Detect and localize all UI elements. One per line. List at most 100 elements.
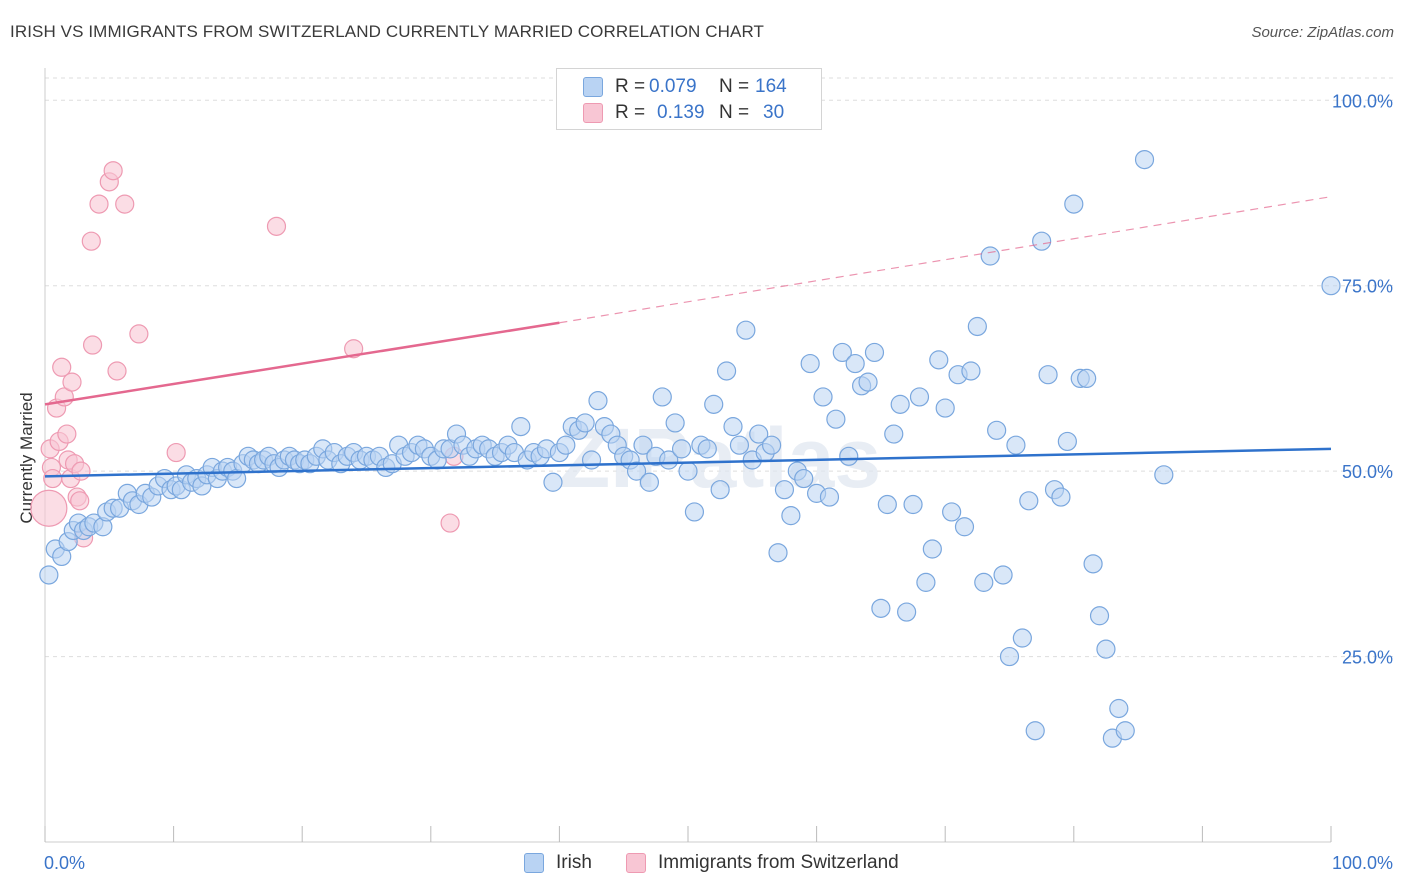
swiss-point (103, 161, 123, 181)
irish-point (974, 572, 994, 592)
irish-point (736, 320, 756, 340)
legend-swatch-swiss (583, 103, 603, 123)
irish-point (633, 435, 653, 455)
irish-point (749, 424, 769, 444)
legend-n-value: 164 (755, 76, 787, 97)
swiss-point (115, 194, 135, 214)
series-swatch-irish (524, 853, 544, 873)
irish-point (1006, 435, 1026, 455)
irish-point (723, 417, 743, 437)
swiss-trend-extension (559, 196, 1332, 324)
irish-point (864, 342, 885, 363)
irish-point (581, 450, 602, 470)
irish-point (39, 565, 59, 585)
correlation-legend: R = 0.079 N = 164 R = 0.139 N = 30 (556, 68, 822, 130)
y-tick-label: 25.0% (1342, 648, 1393, 668)
irish-point (967, 316, 987, 337)
irish-point (761, 435, 782, 455)
irish-point (1096, 639, 1116, 659)
chart-title: IRISH VS IMMIGRANTS FROM SWITZERLAND CUR… (10, 22, 764, 41)
legend-r-label: R = (615, 76, 646, 97)
irish-point (832, 342, 852, 363)
irish-point (929, 350, 949, 370)
irish-point (729, 435, 750, 455)
irish-point (697, 439, 717, 459)
irish-point (1032, 231, 1052, 251)
irish-point (1109, 698, 1129, 719)
tick-labels: 25.0% 50.0% 75.0% 100.0% 0.0% 100.0% (44, 91, 1393, 873)
irish-point (671, 439, 692, 459)
irish-point (684, 502, 705, 522)
series-label-irish: Irish (556, 852, 592, 873)
legend-r-value: 0.139 (657, 102, 705, 123)
irish-point (813, 387, 833, 407)
swiss-point (107, 361, 127, 381)
irish-point (659, 450, 679, 470)
irish-point (942, 502, 962, 522)
irish-point (575, 413, 595, 433)
irish-point (909, 387, 930, 407)
swiss-point (30, 489, 68, 527)
swiss-point (129, 324, 149, 344)
x-tick-label-max: 100.0% (1332, 853, 1393, 873)
irish-point (839, 446, 859, 466)
irish-point (935, 398, 955, 418)
irish-point (871, 598, 891, 618)
irish-point (556, 435, 576, 455)
series-legend-swiss: Immigrants from Switzerland (626, 852, 899, 874)
y-tick-label: 100.0% (1332, 91, 1393, 111)
irish-point (716, 361, 737, 381)
irish-point (794, 468, 814, 489)
irish-point (819, 487, 840, 507)
series-legend-irish: Irish (524, 852, 592, 874)
irish-point (1064, 194, 1084, 214)
swiss-point (266, 216, 287, 236)
irish-point (845, 353, 865, 374)
irish-point (1083, 554, 1103, 574)
source-label: Source: ZipAtlas.com (1251, 24, 1394, 41)
swiss-trend-line (44, 321, 560, 406)
legend-n-label: N = (719, 102, 750, 123)
irish-point (1025, 721, 1045, 741)
swiss-series (30, 161, 464, 548)
swiss-point (89, 194, 109, 214)
swiss-point (344, 339, 364, 359)
y-tick-label: 75.0% (1342, 277, 1393, 297)
irish-point (903, 494, 923, 515)
irish-point (665, 413, 685, 433)
legend-swatch-irish (583, 77, 603, 97)
swiss-point (57, 424, 77, 444)
irish-point (897, 602, 917, 622)
irish-series (39, 149, 1341, 748)
irish-point (1038, 365, 1058, 385)
irish-point (980, 246, 1000, 266)
irish-point (1134, 149, 1155, 170)
irish-point (588, 391, 608, 411)
irish-point (704, 394, 724, 414)
irish-trend-line (44, 447, 1332, 478)
irish-point (639, 472, 660, 492)
irish-point (884, 424, 904, 444)
swiss-point (70, 491, 90, 511)
irish-point (987, 420, 1007, 440)
irish-point (1012, 628, 1032, 648)
swiss-point (62, 372, 82, 392)
irish-point (710, 480, 730, 500)
irish-point (774, 480, 795, 500)
swiss-point (82, 335, 103, 355)
series-swatch-swiss (626, 853, 646, 873)
irish-point (543, 472, 563, 492)
legend-row-irish: R = 0.079 N = 164 (583, 74, 787, 100)
irish-point (1089, 606, 1110, 626)
series-legend: Irish Immigrants from Switzerland (0, 852, 1406, 878)
irish-point (999, 646, 1020, 667)
irish-point (511, 417, 531, 437)
irish-point (877, 494, 897, 515)
swiss-point (166, 442, 186, 463)
swiss-point (81, 231, 101, 251)
irish-point (800, 353, 820, 374)
irish-point (1115, 721, 1135, 741)
irish-point (781, 506, 801, 526)
legend-r-label: R = (615, 102, 646, 123)
